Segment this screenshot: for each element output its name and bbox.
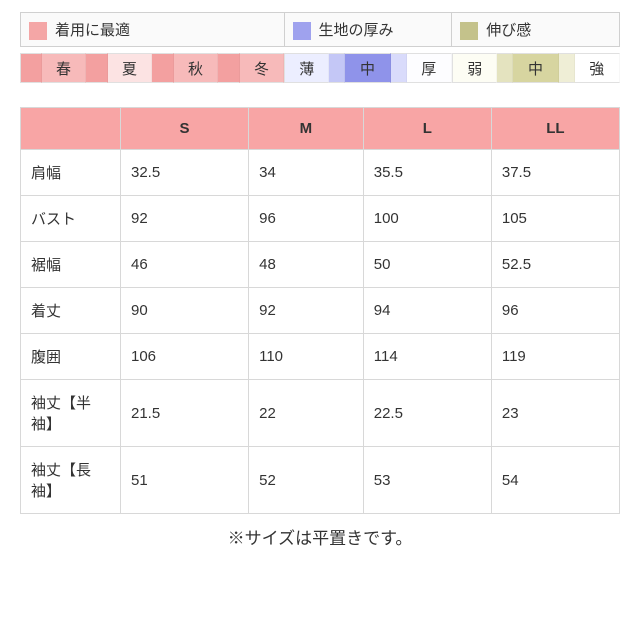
scale-group: 薄中厚: [284, 53, 452, 83]
scale-cell: [559, 53, 575, 83]
size-table: SMLLL 肩幅32.53435.537.5バスト9296100105裾幅464…: [20, 107, 620, 514]
row-label: 袖丈【長袖】: [21, 447, 121, 514]
cell-value: 46: [121, 242, 249, 288]
scale-cell: [86, 53, 108, 83]
size-header: L: [363, 108, 491, 150]
scale-group: 弱中強: [452, 53, 620, 83]
table-row: 袖丈【半袖】21.52222.523: [21, 380, 620, 447]
legend-swatch: [460, 22, 478, 40]
scale-group: 春夏秋冬: [20, 53, 284, 83]
table-row: 袖丈【長袖】51525354: [21, 447, 620, 514]
legend-swatch: [29, 22, 47, 40]
cell-value: 21.5: [121, 380, 249, 447]
size-header-blank: [21, 108, 121, 150]
table-row: 肩幅32.53435.537.5: [21, 150, 620, 196]
scale-cell: 中: [345, 53, 390, 83]
cell-value: 37.5: [491, 150, 619, 196]
cell-value: 92: [121, 196, 249, 242]
cell-value: 52.5: [491, 242, 619, 288]
size-header: M: [249, 108, 364, 150]
table-row: 裾幅46485052.5: [21, 242, 620, 288]
cell-value: 51: [121, 447, 249, 514]
property-legend: 着用に最適 生地の厚み 伸び感: [20, 12, 620, 47]
cell-value: 22.5: [363, 380, 491, 447]
legend-item: 着用に最適: [21, 13, 285, 47]
row-label: バスト: [21, 196, 121, 242]
scale-cell: 薄: [284, 53, 329, 83]
legend-item: 伸び感: [452, 13, 620, 47]
cell-value: 52: [249, 447, 364, 514]
cell-value: 110: [249, 334, 364, 380]
property-scales: 春夏秋冬薄中厚弱中強: [20, 53, 620, 83]
size-header: LL: [491, 108, 619, 150]
legend-label: 生地の厚み: [319, 22, 394, 39]
cell-value: 96: [491, 288, 619, 334]
scale-cell: 夏: [108, 53, 152, 83]
scale-cell: [497, 53, 513, 83]
scale-cell: [20, 53, 42, 83]
cell-value: 105: [491, 196, 619, 242]
cell-value: 92: [249, 288, 364, 334]
cell-value: 48: [249, 242, 364, 288]
scale-cell: 厚: [407, 53, 452, 83]
cell-value: 35.5: [363, 150, 491, 196]
scale-cell: 中: [513, 53, 558, 83]
scale-cell: 秋: [174, 53, 218, 83]
row-label: 腹囲: [21, 334, 121, 380]
row-label: 肩幅: [21, 150, 121, 196]
cell-value: 50: [363, 242, 491, 288]
scale-cell: [218, 53, 240, 83]
cell-value: 114: [363, 334, 491, 380]
cell-value: 22: [249, 380, 364, 447]
cell-value: 23: [491, 380, 619, 447]
legend-label: 伸び感: [486, 22, 531, 39]
legend-item: 生地の厚み: [284, 13, 452, 47]
table-row: 腹囲106110114119: [21, 334, 620, 380]
cell-value: 54: [491, 447, 619, 514]
scale-cell: 冬: [240, 53, 284, 83]
cell-value: 119: [491, 334, 619, 380]
legend-label: 着用に最適: [55, 22, 130, 39]
table-row: 着丈90929496: [21, 288, 620, 334]
scale-cell: 強: [575, 53, 620, 83]
row-label: 裾幅: [21, 242, 121, 288]
table-row: バスト9296100105: [21, 196, 620, 242]
size-header: S: [121, 108, 249, 150]
cell-value: 106: [121, 334, 249, 380]
scale-cell: 弱: [452, 53, 497, 83]
scale-cell: [329, 53, 345, 83]
cell-value: 100: [363, 196, 491, 242]
scale-cell: [152, 53, 174, 83]
scale-cell: 春: [42, 53, 86, 83]
row-label: 着丈: [21, 288, 121, 334]
cell-value: 90: [121, 288, 249, 334]
cell-value: 34: [249, 150, 364, 196]
row-label: 袖丈【半袖】: [21, 380, 121, 447]
cell-value: 53: [363, 447, 491, 514]
scale-cell: [391, 53, 407, 83]
cell-value: 94: [363, 288, 491, 334]
legend-swatch: [293, 22, 311, 40]
size-note: ※サイズは平置きです。: [20, 524, 620, 549]
cell-value: 32.5: [121, 150, 249, 196]
cell-value: 96: [249, 196, 364, 242]
